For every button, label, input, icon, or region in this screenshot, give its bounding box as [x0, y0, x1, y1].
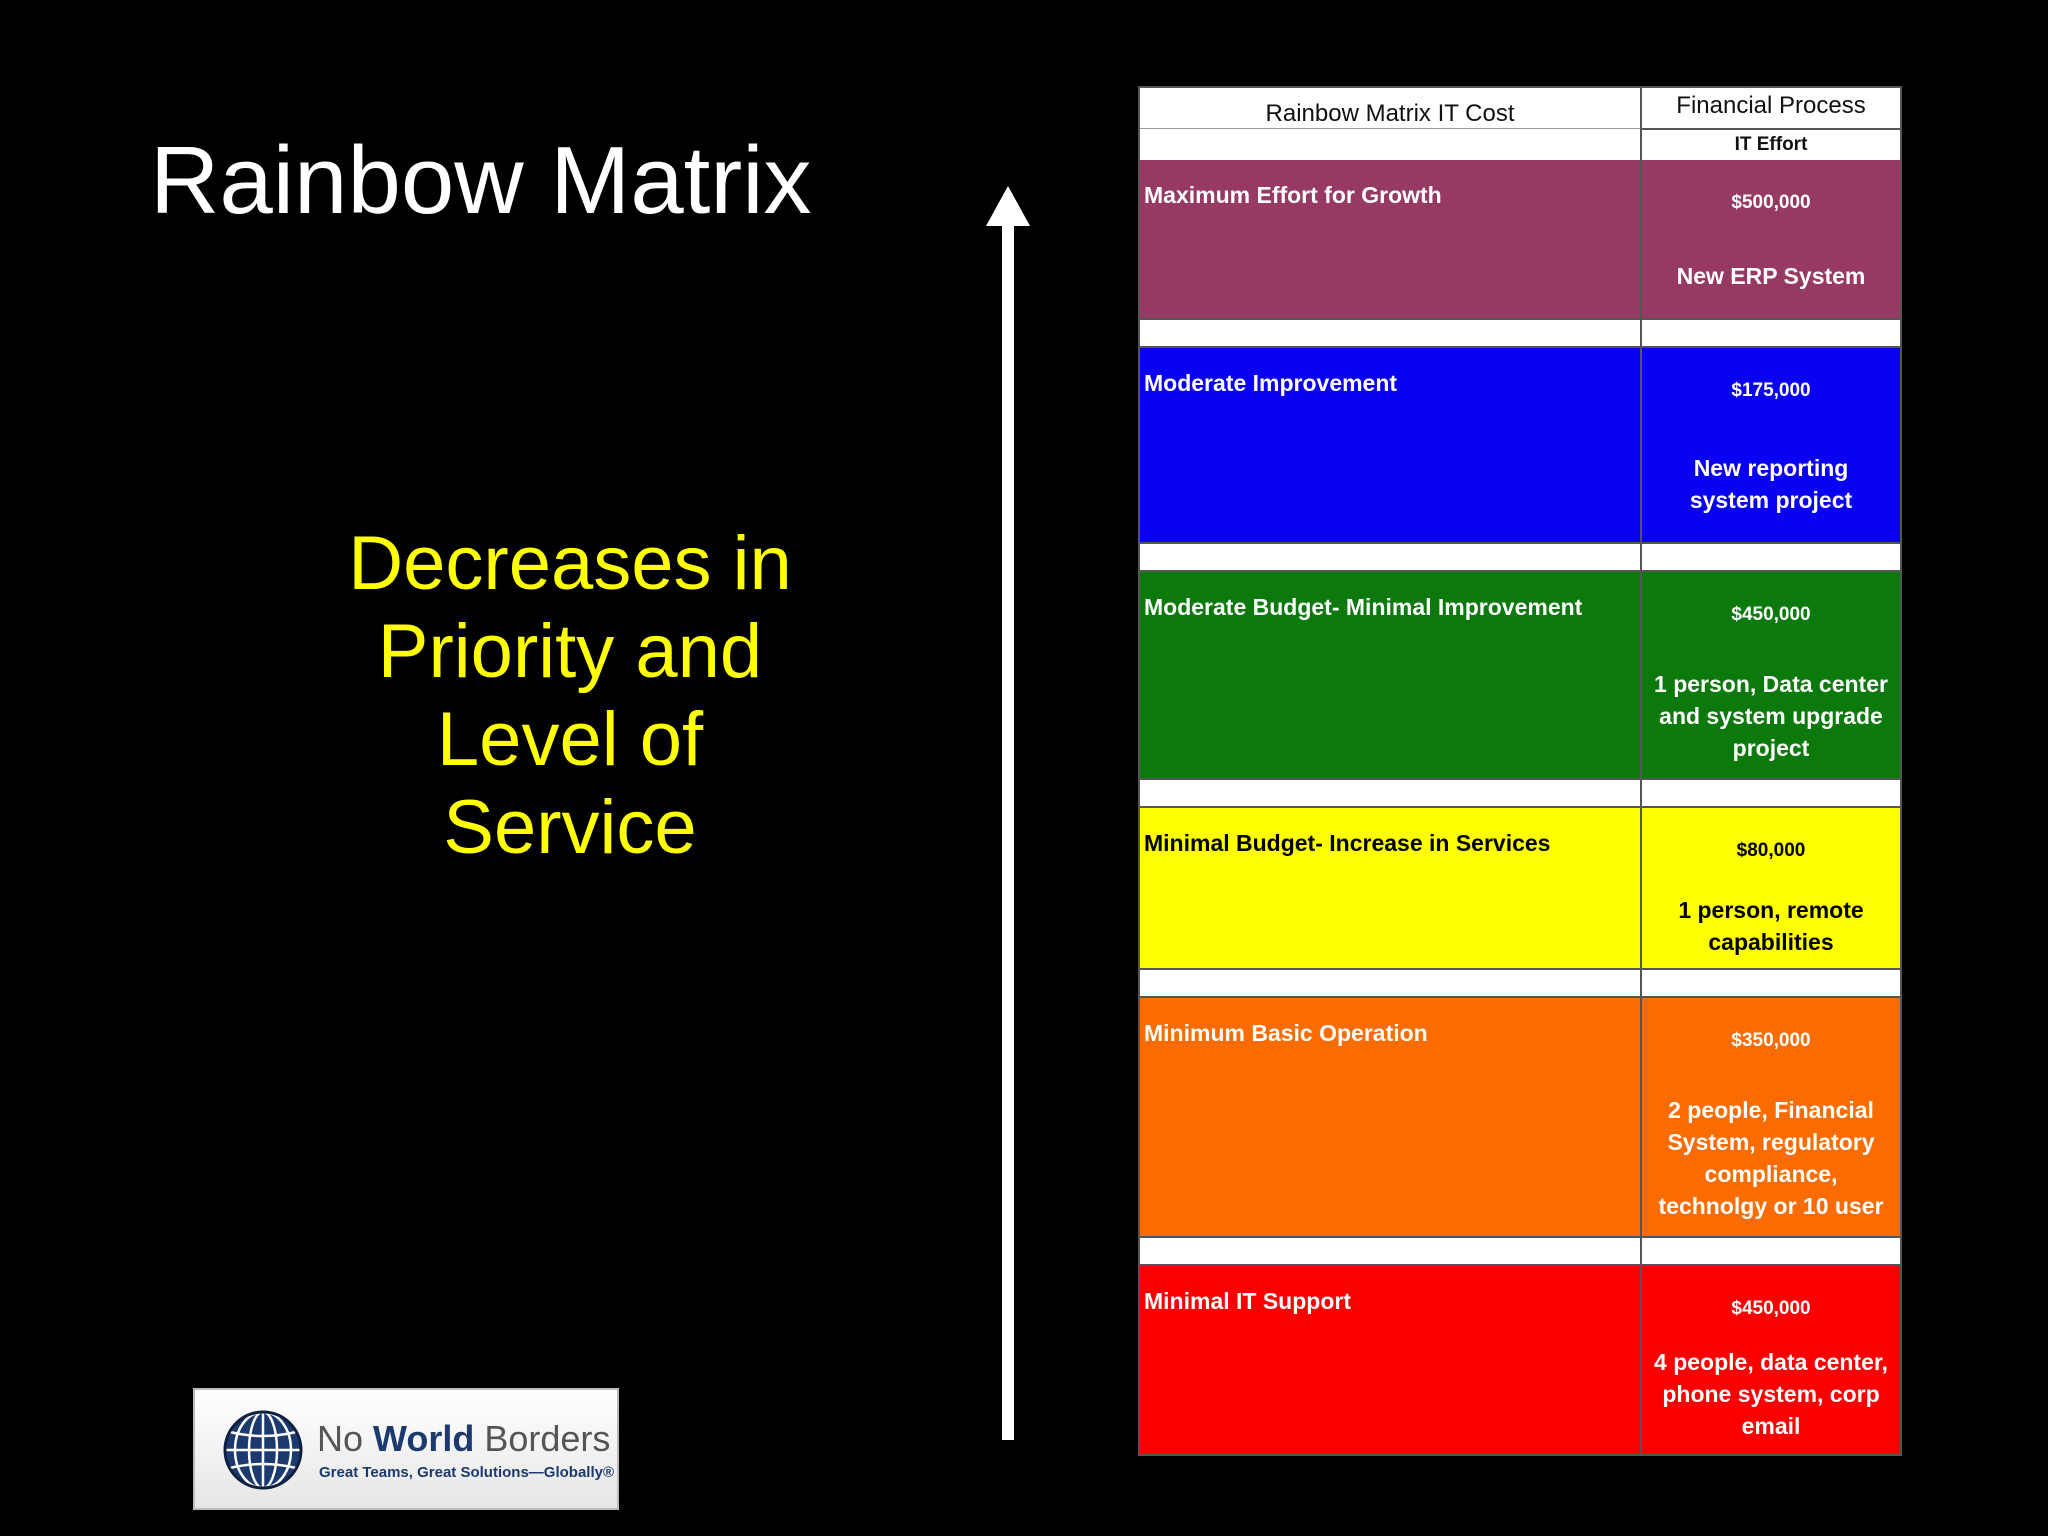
- matrix-row: Minimum Basic Operation $350,000 2 people,…: [1140, 998, 1900, 1236]
- slide-title: Rainbow Matrix: [150, 127, 812, 234]
- caption-line: Service: [443, 785, 697, 870]
- matrix-row: Maximum Effort for Growth $500,000 New ERP…: [1140, 160, 1900, 318]
- description-line: 1 person, remote: [1678, 897, 1864, 923]
- row-label: Moderate Improvement: [1140, 348, 1642, 542]
- matrix-row: Moderate Improvement $175,000 New reportin…: [1140, 348, 1900, 542]
- matrix-row: Moderate Budget- Minimal Improvement $450…: [1140, 572, 1900, 778]
- caption-line: Level of: [436, 697, 704, 782]
- description-line: System, regulatory: [1667, 1129, 1875, 1155]
- row-description: 2 people, Financial System, regulatory com…: [1642, 1094, 1900, 1222]
- description-line: technolgy or 10 user: [1658, 1193, 1884, 1219]
- description-line: 2 people, Financial: [1668, 1097, 1874, 1123]
- caption-line: Decreases in: [348, 521, 792, 606]
- logo-tagline: Great Teams, Great Solutions—Globally®: [319, 1464, 615, 1481]
- description-line: project: [1732, 735, 1810, 761]
- row-amount: $350,000: [1731, 1030, 1811, 1051]
- row-effort-cell: $175,000 New reporting system project: [1642, 348, 1900, 542]
- row-effort-cell: $350,000 2 people, Financial System, regul…: [1642, 998, 1900, 1236]
- header-financial-label: Financial Process: [1676, 92, 1866, 119]
- row-label: Minimum Basic Operation: [1140, 998, 1642, 1236]
- description-line: email: [1741, 1413, 1801, 1439]
- description-line: 4 people, data center,: [1654, 1349, 1888, 1375]
- globe-icon: [223, 1410, 303, 1490]
- company-logo: No World Borders Great Teams, Great Solu…: [193, 1388, 619, 1510]
- row-label: Moderate Budget- Minimal Improvement: [1140, 572, 1642, 778]
- row-label: Maximum Effort for Growth: [1140, 160, 1642, 318]
- description-line: compliance,: [1704, 1161, 1838, 1187]
- header-cost-label: Rainbow Matrix IT Cost: [1265, 100, 1515, 127]
- up-arrow-icon: [986, 186, 1030, 1440]
- row-spacer: [1140, 1236, 1900, 1266]
- description-line: New reporting: [1693, 455, 1849, 481]
- row-label: Minimal Budget- Increase in Services: [1140, 808, 1642, 968]
- caption-line: Priority and: [377, 609, 763, 694]
- row-description: 1 person, remote capabilities: [1642, 894, 1900, 958]
- description-line: and system upgrade: [1659, 703, 1883, 729]
- row-amount: $450,000: [1731, 1298, 1811, 1319]
- row-amount: $500,000: [1731, 192, 1811, 213]
- row-description: 4 people, data center, phone system, corp…: [1642, 1346, 1900, 1442]
- row-description: 1 person, Data center and system upgrade p…: [1642, 668, 1900, 764]
- logo-name: No World Borders: [317, 1418, 611, 1459]
- header-financial-column: Financial Process IT Effort: [1642, 88, 1900, 160]
- row-amount: $175,000: [1731, 380, 1811, 401]
- row-effort-cell: $450,000 1 person, Data center and system …: [1642, 572, 1900, 778]
- row-spacer: [1140, 778, 1900, 808]
- row-effort-cell: $80,000 1 person, remote capabilities: [1642, 808, 1900, 968]
- header-effort-label: IT Effort: [1734, 134, 1808, 155]
- table-header: Rainbow Matrix IT Cost Financial Process…: [1140, 88, 1900, 162]
- rainbow-matrix-table: Rainbow Matrix IT Cost Financial Process…: [1138, 86, 1902, 1456]
- row-spacer: [1140, 542, 1900, 572]
- matrix-row: Minimal Budget- Increase in Services $80,…: [1140, 808, 1900, 968]
- priority-caption: Decreases in Priority and Level of Servi…: [300, 520, 840, 872]
- row-amount: $80,000: [1736, 840, 1806, 861]
- row-description: New ERP System: [1642, 260, 1900, 292]
- matrix-row: Minimal IT Support $450,000 4 people, data…: [1140, 1266, 1900, 1454]
- row-spacer: [1140, 318, 1900, 348]
- description-line: capabilities: [1708, 929, 1834, 955]
- header-cost-column: Rainbow Matrix IT Cost: [1140, 88, 1642, 160]
- row-spacer: [1140, 968, 1900, 998]
- row-description: New reporting system project: [1642, 452, 1900, 516]
- row-effort-cell: $450,000 4 people, data center, phone syst…: [1642, 1266, 1900, 1454]
- description-line: New ERP System: [1676, 263, 1866, 289]
- description-line: system project: [1689, 487, 1853, 513]
- row-effort-cell: $500,000 New ERP System: [1642, 160, 1900, 318]
- row-amount: $450,000: [1731, 604, 1811, 625]
- description-line: 1 person, Data center: [1654, 671, 1888, 697]
- row-label: Minimal IT Support: [1140, 1266, 1642, 1454]
- description-line: phone system, corp: [1662, 1381, 1880, 1407]
